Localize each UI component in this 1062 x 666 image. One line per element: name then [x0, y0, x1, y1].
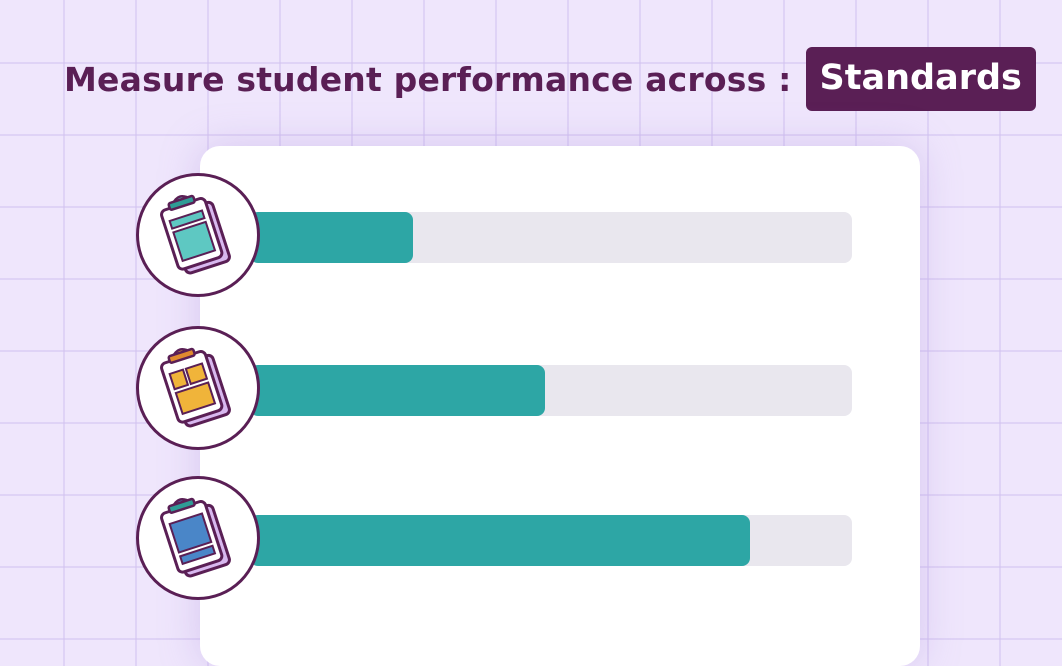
headline-text: Measure student performance across :: [64, 59, 792, 99]
standard-row-1: [0, 173, 1062, 301]
clipboard-orange-icon: [136, 326, 260, 450]
clipboard-teal-icon: [136, 173, 260, 297]
standard-row-3: [0, 476, 1062, 604]
progress-track-3: [250, 515, 852, 566]
progress-track-2: [250, 365, 852, 416]
headline: Measure student performance across : Sta…: [64, 46, 1036, 112]
standard-row-2: [0, 326, 1062, 454]
standards-badge: Standards: [805, 47, 1036, 111]
progress-fill-3: [250, 515, 750, 566]
progress-fill-2: [250, 365, 545, 416]
clipboard-blue-icon: [136, 476, 260, 600]
progress-fill-1: [250, 212, 413, 263]
progress-track-1: [250, 212, 852, 263]
